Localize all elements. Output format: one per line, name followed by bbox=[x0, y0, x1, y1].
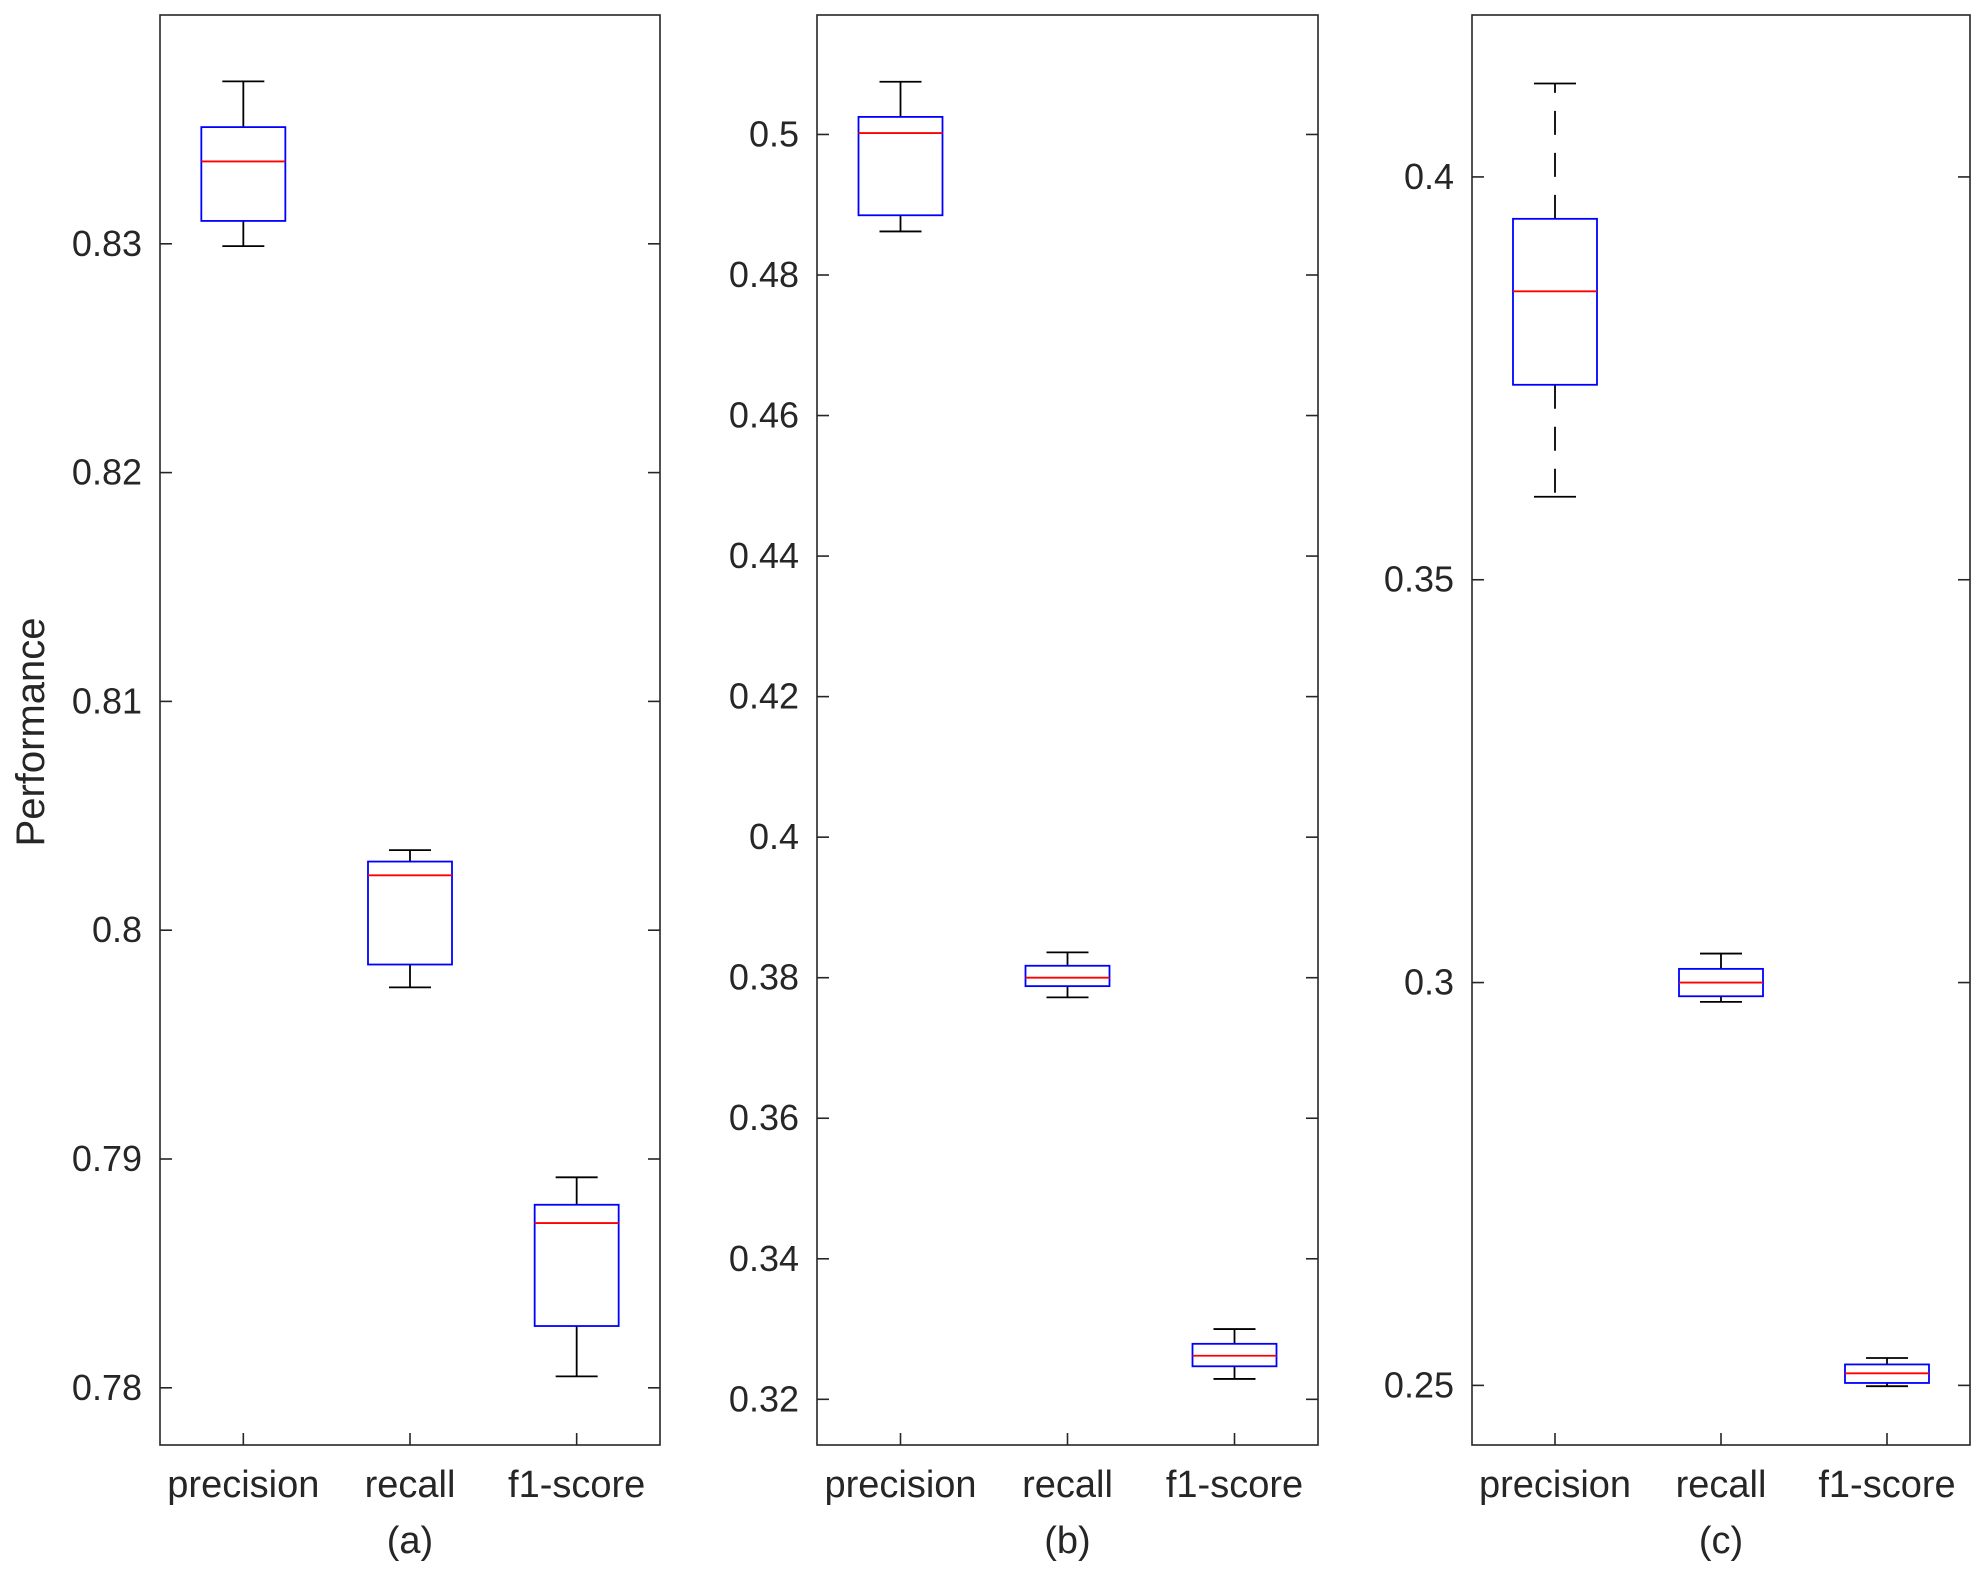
y-tick-label: 0.83 bbox=[72, 223, 142, 264]
box-precision bbox=[1512, 82, 1598, 498]
y-tick-label: 0.32 bbox=[729, 1378, 799, 1419]
box-f1-score bbox=[1191, 1328, 1278, 1380]
box-iqr bbox=[533, 1203, 620, 1327]
box-iqr bbox=[1512, 217, 1598, 386]
y-tick-label: 0.4 bbox=[1404, 156, 1454, 197]
x-tick-label-precision: precision bbox=[1479, 1464, 1631, 1506]
y-tick-label: 0.48 bbox=[729, 254, 799, 295]
y-tick-label: 0.35 bbox=[1384, 559, 1454, 600]
x-tick-label-precision: precision bbox=[824, 1464, 976, 1506]
box-precision bbox=[857, 80, 944, 233]
y-tick-label: 0.82 bbox=[72, 452, 142, 493]
y-tick-label: 0.34 bbox=[729, 1238, 799, 1279]
panel-c: 0.25 0.3 0.35 0.4 precision recall f1-score (c) bbox=[1384, 14, 1971, 1562]
box-f1-score bbox=[533, 1176, 620, 1378]
box-precision bbox=[200, 80, 287, 247]
box-iqr bbox=[857, 115, 944, 217]
x-tick-label-f1-score: f1-score bbox=[1818, 1464, 1955, 1506]
panels: 0.78 0.79 0.8 0.81 0.82 0.83 precision recall f1… bbox=[72, 14, 1971, 1562]
y-tick-label: 0.46 bbox=[729, 395, 799, 436]
y-tick-label: 0.5 bbox=[749, 113, 799, 154]
y-axis-label: Performance bbox=[9, 618, 53, 847]
box-iqr bbox=[367, 860, 453, 966]
x-tick-label-precision: precision bbox=[167, 1464, 319, 1506]
y-tick-label: 0.36 bbox=[729, 1097, 799, 1138]
panel-label: (c) bbox=[1699, 1520, 1743, 1562]
panel-label: (b) bbox=[1044, 1520, 1090, 1562]
panel-a: 0.78 0.79 0.8 0.81 0.82 0.83 precision recall f1… bbox=[72, 14, 661, 1562]
x-tick-label-recall: recall bbox=[1676, 1464, 1767, 1506]
y-tick-label: 0.81 bbox=[72, 680, 142, 721]
box-f1-score bbox=[1844, 1357, 1930, 1388]
y-tick-label: 0.8 bbox=[92, 909, 142, 950]
y-tick-label: 0.44 bbox=[729, 535, 799, 576]
y-tick-label: 0.25 bbox=[1384, 1364, 1454, 1405]
box-iqr bbox=[1024, 964, 1111, 988]
y-tick-label: 0.79 bbox=[72, 1138, 142, 1179]
y-tick-label: 0.3 bbox=[1404, 962, 1454, 1003]
x-tick-label-recall: recall bbox=[1022, 1464, 1113, 1506]
y-tick-label: 0.78 bbox=[72, 1367, 142, 1408]
panel-b: 0.32 0.34 0.36 0.38 0.4 0.42 0.44 0.46 0.48 0.5 pr… bbox=[729, 14, 1319, 1562]
box-iqr bbox=[200, 126, 287, 222]
box-recall bbox=[1024, 951, 1111, 999]
y-tick-label: 0.4 bbox=[749, 816, 799, 857]
y-tick-label: 0.38 bbox=[729, 957, 799, 998]
panel-label: (a) bbox=[387, 1520, 433, 1562]
box-recall bbox=[367, 849, 453, 989]
x-tick-label-f1-score: f1-score bbox=[508, 1464, 645, 1506]
y-tick-label: 0.42 bbox=[729, 676, 799, 717]
box-recall bbox=[1678, 952, 1764, 1003]
x-tick-label-f1-score: f1-score bbox=[1166, 1464, 1303, 1506]
x-tick-label-recall: recall bbox=[365, 1464, 456, 1506]
